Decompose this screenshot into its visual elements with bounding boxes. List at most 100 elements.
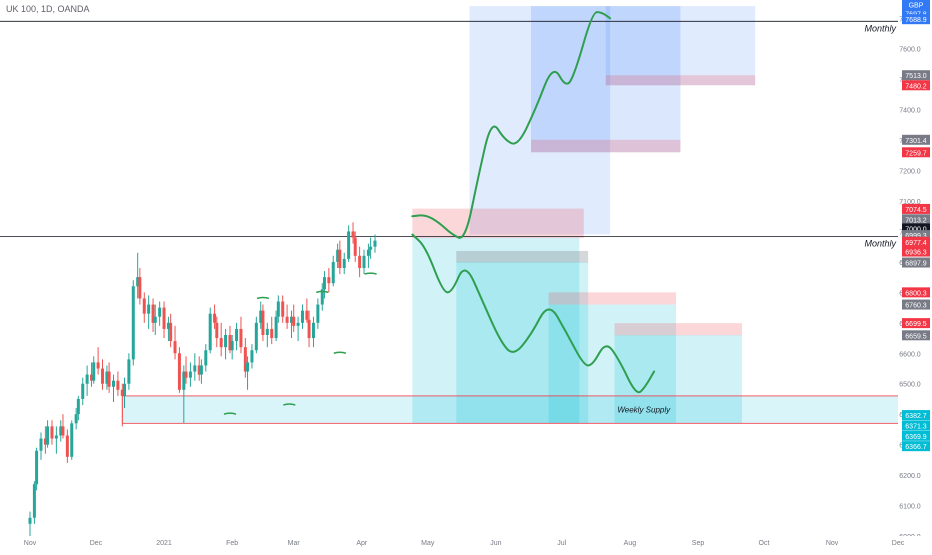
bearish-projection (411, 233, 656, 394)
candle-body-30 (142, 298, 146, 314)
price-axis-bg (898, 0, 932, 550)
price-tags: GBP7697.87688.97513.07480.27301.47259.77… (902, 0, 930, 452)
short-box-4 (614, 335, 742, 424)
candle-body-25 (122, 383, 126, 396)
price-tag-bg-7 (902, 203, 930, 214)
candle-body-33 (153, 316, 157, 323)
swing-marks (223, 272, 377, 415)
price-tag-bg-18 (902, 410, 930, 421)
price-tag-bg-12 (902, 246, 930, 257)
candle-body-40 (182, 371, 186, 390)
monthly-level-label-1: Monthly (864, 239, 896, 249)
candle-body-83 (347, 231, 351, 259)
candle-body-4 (43, 438, 47, 445)
price-tag-label-9: 7000.0 (905, 226, 927, 233)
x-tick-label: Mar (288, 540, 301, 547)
x-tick-label: Nov (826, 540, 839, 547)
candle-body-6 (50, 426, 54, 439)
candle-body-74 (311, 322, 315, 339)
time-axis[interactable]: Nov Dec 2021 Feb Mar Apr May Jun Jul Aug Sep Oct Nov… (0, 536, 932, 550)
candle-body-12 (74, 414, 78, 424)
candle-body-88 (366, 249, 370, 256)
price-tag-bg-4 (902, 80, 930, 91)
price-tag-label-21: 6366.7 (905, 444, 927, 451)
candle-body-47 (208, 313, 212, 351)
price-tag-bg-20 (902, 430, 930, 441)
candle-body-21 (107, 371, 111, 387)
candle-body-65 (276, 301, 280, 317)
price-tag-bg-14 (902, 287, 930, 298)
candle-body-22 (112, 380, 116, 387)
price-tag-bg-8 (902, 214, 930, 225)
long-box-2 (531, 6, 681, 153)
candle-body-11 (70, 423, 74, 457)
short-box-3 (548, 304, 677, 424)
candle-body-9 (61, 426, 65, 436)
price-tag-bg-13 (902, 257, 930, 268)
candle-body-66 (281, 301, 285, 317)
candle-body-58 (250, 350, 254, 363)
bullish-projection (411, 11, 612, 239)
price-tag-label-18: 6382.7 (905, 413, 927, 420)
price-tag-label-12: 6936.3 (905, 250, 927, 257)
y-tick-label: 6100.0 (899, 504, 921, 511)
candle-body-54 (235, 328, 239, 342)
x-tick-label: Apr (356, 540, 368, 547)
supply-red-2 (456, 250, 589, 263)
candle-body-24 (120, 389, 124, 396)
candle-body-7 (54, 435, 58, 439)
monthly-level-label-0: Monthly (864, 23, 896, 33)
price-tag-label-8: 7013.2 (905, 217, 927, 224)
candle-body-16 (90, 374, 94, 381)
candle-body-71 (300, 310, 304, 323)
zones: Weekly Supply (121, 395, 932, 424)
candle-body-76 (320, 289, 324, 305)
candle-body-46 (204, 350, 208, 366)
candle-body-48 (213, 313, 217, 323)
candle-body-90 (373, 240, 377, 247)
candle-body-63 (270, 328, 274, 339)
candle-body-0 (28, 517, 32, 524)
price-tag-label-4: 7480.2 (905, 83, 927, 90)
candle-body-44 (197, 365, 201, 375)
candle-body-81 (338, 249, 342, 268)
candle-body-87 (362, 255, 366, 268)
price-tag-label-10: 6999.3 (905, 233, 927, 240)
price-tag-bg-2 (902, 14, 930, 25)
price-tag-bg-11 (902, 236, 930, 247)
swing-mark-4 (333, 351, 347, 354)
x-tick-label: Feb (226, 540, 238, 547)
candle-body-86 (358, 255, 362, 268)
price-tag-bg-17 (902, 330, 930, 341)
candle-body-15 (85, 374, 89, 384)
x-tick-label: Sep (692, 540, 705, 547)
long-box-3 (605, 6, 756, 86)
candle-body-78 (327, 277, 331, 284)
y-tick-label: 6500.0 (899, 382, 921, 389)
price-tag-label-16: 6699.5 (905, 321, 927, 328)
y-tick-label: 7100.0 (899, 199, 921, 206)
weekly-supply-zone (121, 395, 932, 424)
price-tag-bg-6 (902, 147, 930, 158)
x-tick-label: May (421, 540, 435, 547)
x-tick-label: Jun (490, 540, 501, 547)
price-tag-bg-15 (902, 299, 930, 310)
x-tick-label: Dec (90, 540, 103, 547)
candle-body-41 (184, 371, 188, 378)
price-tag-label-5: 7301.4 (905, 138, 927, 145)
price-tag-label-7: 7074.5 (905, 207, 927, 214)
price-tag-bg-16 (902, 318, 930, 329)
candle-body-89 (369, 246, 373, 250)
candle-body-39 (177, 353, 181, 390)
candle-body-61 (261, 310, 265, 335)
candle-body-79 (331, 261, 335, 284)
candle-body-56 (243, 347, 247, 372)
candle-body-1 (32, 484, 36, 518)
candle-body-2 (35, 450, 39, 485)
candle-body-57 (246, 362, 250, 372)
long-box-1 (469, 6, 611, 235)
price-tag-bg-19 (902, 420, 930, 431)
candle-body-82 (342, 258, 346, 268)
price-tag-label-20: 6369.9 (905, 434, 927, 441)
